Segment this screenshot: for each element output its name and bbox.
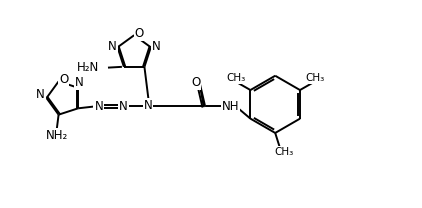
Text: N: N xyxy=(143,99,152,112)
Text: CH₃: CH₃ xyxy=(305,73,325,83)
Text: N: N xyxy=(108,40,117,53)
Text: N: N xyxy=(36,88,45,101)
Text: N: N xyxy=(151,40,160,53)
Text: O: O xyxy=(191,76,200,89)
Text: N: N xyxy=(75,76,83,89)
Text: CH₃: CH₃ xyxy=(274,147,294,157)
Text: H₂N: H₂N xyxy=(77,61,99,74)
Text: NH₂: NH₂ xyxy=(46,129,68,142)
Text: N: N xyxy=(95,100,103,113)
Text: O: O xyxy=(59,73,68,85)
Text: N: N xyxy=(119,100,128,113)
Text: O: O xyxy=(135,27,144,40)
Text: NH: NH xyxy=(222,100,239,113)
Text: CH₃: CH₃ xyxy=(226,73,245,83)
